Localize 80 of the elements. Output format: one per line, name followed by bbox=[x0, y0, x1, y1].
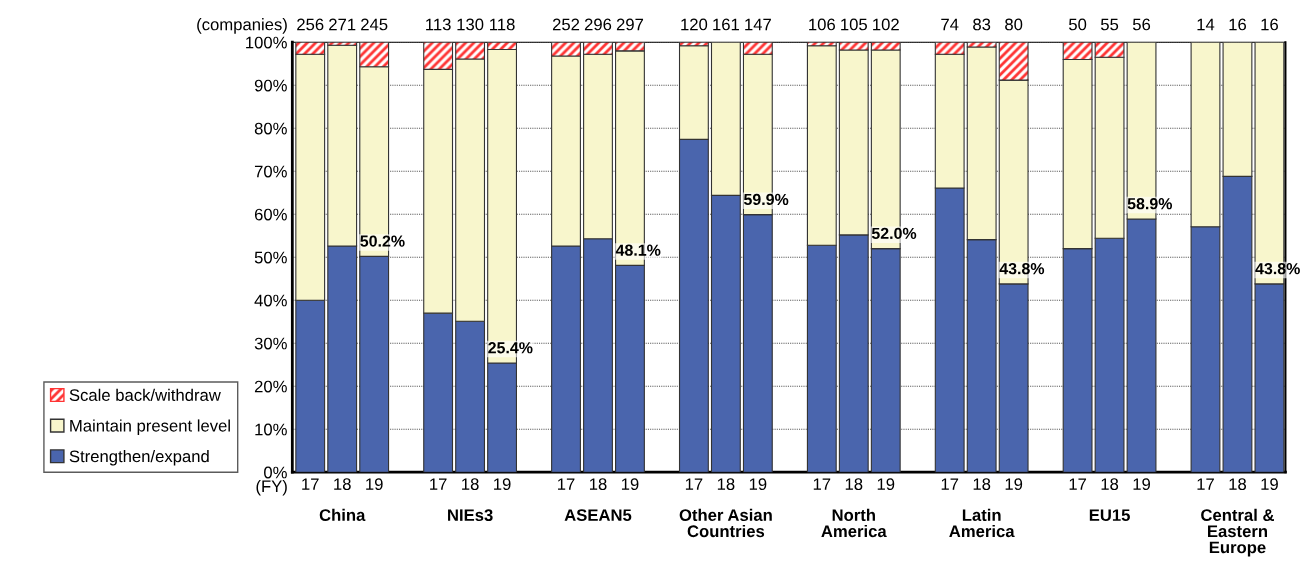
x-tick-label: 19 bbox=[877, 478, 895, 491]
text: NIEs3 bbox=[448, 509, 493, 522]
text: Central & Eastern Europe bbox=[1201, 508, 1274, 557]
y-tick-label: 60% bbox=[254, 208, 287, 221]
text: 120 bbox=[681, 18, 708, 31]
legend-label: Scale back/withdraw bbox=[69, 388, 221, 402]
text: 55 bbox=[1100, 18, 1119, 31]
data-label: 43.8% bbox=[1255, 262, 1300, 275]
text: 50 bbox=[1068, 18, 1087, 31]
x-tick-label: 17 bbox=[430, 478, 447, 490]
y-tick-label: 10% bbox=[255, 423, 287, 436]
x-tick-label: 19 bbox=[494, 478, 511, 491]
x-tick-label: 19 bbox=[1261, 478, 1278, 491]
legend-label: Maintain present level bbox=[70, 419, 230, 435]
x-tick-label: 18 bbox=[845, 478, 863, 491]
data-label: 43.8% bbox=[999, 262, 1045, 275]
data-label: 52.0% bbox=[871, 227, 917, 240]
y-tick-label: 70% bbox=[254, 165, 287, 178]
text: 74 bbox=[941, 18, 959, 31]
legend-label: Strengthen/expand bbox=[69, 450, 209, 466]
data-label: 59.9% bbox=[743, 193, 789, 206]
text: 106 bbox=[809, 18, 835, 31]
x-tick-label: 17 bbox=[685, 478, 703, 490]
text: 256 bbox=[297, 18, 324, 31]
y-tick-label: 30% bbox=[254, 337, 287, 350]
x-tick-label: 17 bbox=[302, 478, 319, 490]
text: 14 bbox=[1197, 18, 1215, 31]
x-tick-label: 17 bbox=[813, 478, 831, 490]
text: 252 bbox=[552, 18, 580, 31]
text: EU15 bbox=[1089, 509, 1130, 522]
y-tick-label: 0% bbox=[264, 466, 287, 479]
y-tick-label: 80% bbox=[254, 122, 287, 135]
y-tick-label: 90% bbox=[254, 79, 287, 92]
x-tick-label: 17 bbox=[558, 478, 575, 490]
x-tick-label: 17 bbox=[1069, 478, 1087, 490]
x-tick-label: 19 bbox=[621, 478, 639, 491]
text: 16 bbox=[1229, 18, 1246, 31]
x-tick-label: 18 bbox=[462, 478, 479, 491]
text: (FY) bbox=[256, 479, 287, 496]
x-tick-label: 19 bbox=[1133, 478, 1151, 491]
x-tick-label: 19 bbox=[366, 478, 383, 491]
data-label: 50.2% bbox=[360, 235, 405, 247]
text: 105 bbox=[841, 18, 867, 31]
data-label: 25.4% bbox=[488, 342, 533, 354]
x-tick-label: 18 bbox=[334, 478, 351, 491]
text: 297 bbox=[616, 18, 644, 31]
text: ASEAN5 bbox=[564, 509, 632, 522]
text: 296 bbox=[584, 18, 612, 31]
text: Other Asian Countries bbox=[679, 508, 772, 538]
text: 83 bbox=[973, 18, 991, 31]
x-tick-label: 18 bbox=[973, 478, 991, 491]
x-tick-label: 17 bbox=[941, 478, 959, 490]
y-tick-label: 20% bbox=[254, 380, 287, 393]
text: 147 bbox=[745, 18, 771, 31]
text: (companies) bbox=[197, 18, 287, 34]
x-tick-label: 18 bbox=[589, 478, 607, 491]
text: 271 bbox=[329, 18, 356, 31]
data-label: 48.1% bbox=[615, 244, 661, 256]
data-label: 58.9% bbox=[1127, 198, 1173, 210]
text: 245 bbox=[361, 18, 388, 31]
text: 102 bbox=[873, 18, 899, 31]
y-tick-label: 40% bbox=[254, 294, 287, 307]
x-tick-label: 17 bbox=[1197, 478, 1214, 490]
x-tick-label: 18 bbox=[1229, 478, 1247, 491]
text: 113 bbox=[426, 18, 451, 31]
y-tick-label: 50% bbox=[254, 251, 287, 264]
x-tick-label: 18 bbox=[717, 478, 735, 491]
x-tick-label: 18 bbox=[1101, 478, 1119, 491]
text: 56 bbox=[1132, 18, 1151, 31]
y-tick-label: 100% bbox=[246, 36, 287, 49]
text: Latin America bbox=[949, 508, 1015, 538]
text: 118 bbox=[490, 18, 515, 31]
text: 130 bbox=[457, 18, 484, 31]
x-tick-label: 19 bbox=[1005, 478, 1023, 491]
x-tick-label: 19 bbox=[749, 478, 767, 491]
text: North America bbox=[821, 508, 887, 538]
text: 16 bbox=[1261, 18, 1278, 31]
text: 80 bbox=[1005, 18, 1023, 31]
text: 161 bbox=[713, 18, 739, 31]
text: China bbox=[319, 508, 366, 522]
